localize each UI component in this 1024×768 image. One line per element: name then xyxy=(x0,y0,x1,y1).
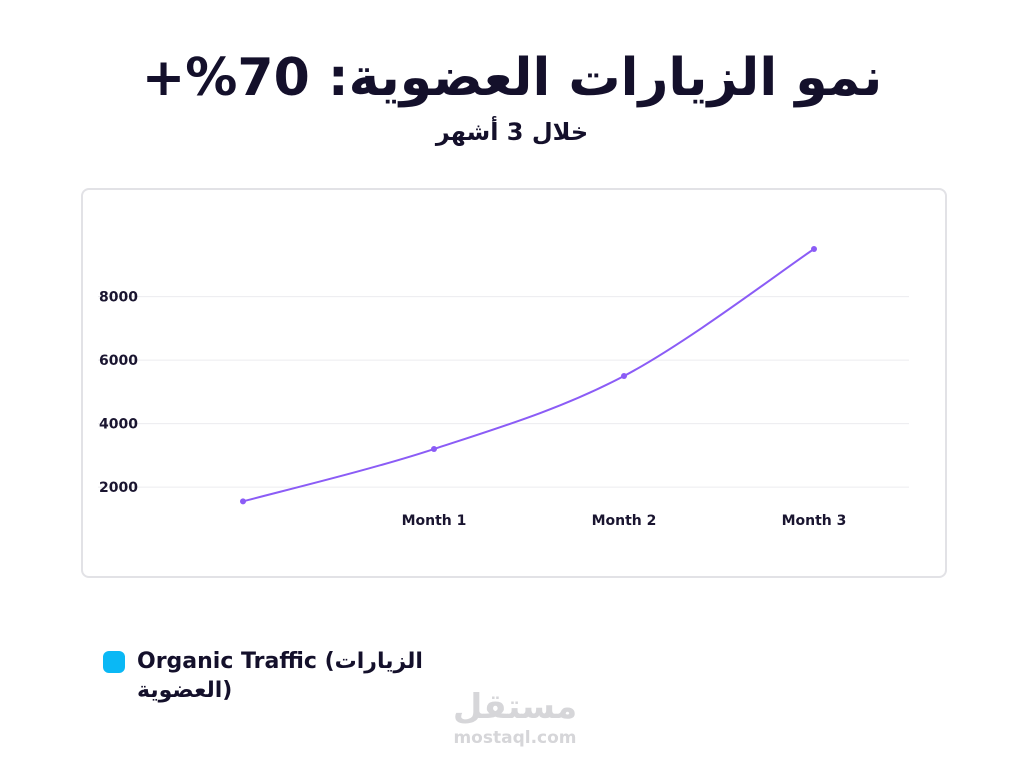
data-point xyxy=(811,246,817,252)
x-tick-label: Month 2 xyxy=(592,513,657,529)
data-point xyxy=(240,498,246,505)
series-line xyxy=(242,248,815,503)
watermark: مستقل mostaql.com xyxy=(430,690,600,748)
legend-label: Organic Traffic (الزيارات العضوية) xyxy=(137,649,423,703)
chart-legend: Organic Traffic (الزيارات العضوية) xyxy=(103,648,483,705)
legend-swatch xyxy=(103,651,125,673)
watermark-logo: مستقل xyxy=(452,687,578,727)
line-chart: 2000 4000 6000 8000 Month 1 Month 2 Month 3 xyxy=(98,246,909,529)
data-point xyxy=(621,373,627,379)
y-tick-label: 6000 xyxy=(99,353,138,369)
y-tick-label: 8000 xyxy=(99,290,138,306)
data-point xyxy=(431,446,437,453)
watermark-url: mostaql.com xyxy=(453,728,577,748)
chart-card: 2000 4000 6000 8000 Month 1 Month 2 Month 3 xyxy=(81,188,947,578)
y-tick-label: 4000 xyxy=(99,417,138,433)
x-tick-label: Month 3 xyxy=(782,513,847,529)
x-tick-label: Month 1 xyxy=(402,513,467,529)
chart-subtitle: خلال 3 أشهر xyxy=(435,118,589,146)
chart-title: نمو الزيارات العضوية: 70%+ xyxy=(141,48,883,108)
y-tick-label: 2000 xyxy=(99,480,138,496)
